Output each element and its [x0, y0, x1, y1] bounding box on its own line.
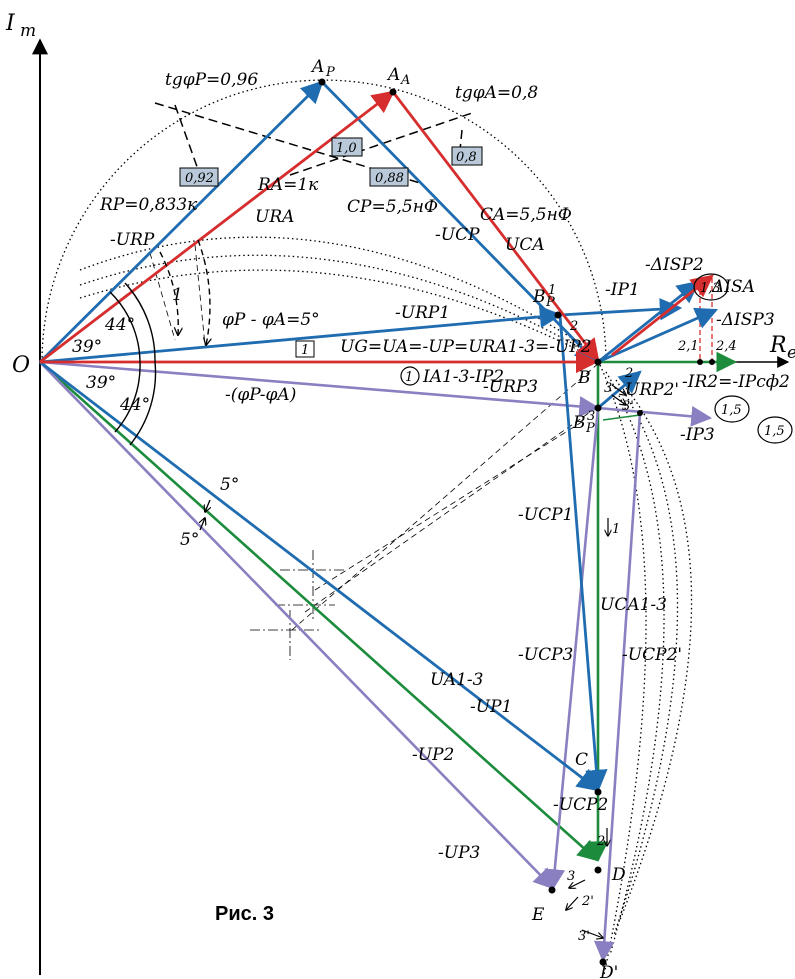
tick-3a: 3	[604, 381, 612, 396]
point-b1p-sup: 1	[548, 283, 556, 298]
ug-eq: UG=UA=-UP=URA1-3=-UP2	[340, 337, 592, 357]
one-box-frame	[295, 340, 315, 358]
vec-uca13: UCA1-3	[600, 595, 667, 615]
vec-ucp1: -UCP1	[518, 505, 573, 525]
tick-2a: 2	[569, 319, 578, 334]
vec-uca: UCA	[505, 235, 545, 255]
angle-5-a: 5°	[220, 475, 239, 495]
tick-2b: 2	[624, 366, 633, 381]
tick-1: 1	[612, 522, 620, 537]
red-vectors	[39, 90, 714, 374]
cur-disp2: -ΔISP2	[645, 255, 704, 275]
tick-3prime-2: 3'	[578, 929, 590, 944]
vec-ucp2: -UCP2	[553, 795, 608, 815]
box-088: 0,88	[375, 171, 404, 186]
angle-44-top: 44°	[104, 315, 135, 335]
dotted-arcs	[41, 79, 693, 976]
angle-39-top: 39°	[72, 337, 102, 357]
rp-label: RP=0,833к	[99, 195, 198, 215]
cur-ip3: -IP3	[680, 425, 715, 445]
vec-ucp: -UCP	[435, 225, 480, 245]
one-italic: 1	[172, 285, 183, 305]
cur-ir: -IR2=-IPсф2	[682, 372, 790, 392]
neg-phi-diff: -(φP-φA)	[225, 385, 296, 405]
tg-a: tgφA=0,8	[455, 83, 538, 103]
tick-21: 2,1	[677, 339, 699, 354]
i-eq: IA1-3-IP2	[422, 367, 504, 387]
center-marks	[250, 550, 345, 660]
point-b3p: B	[572, 413, 586, 433]
i-eq-circle: 1	[405, 370, 413, 385]
angle-arcs	[109, 239, 210, 446]
one-box-label: 1	[301, 343, 309, 358]
point-b: B	[577, 368, 591, 388]
vec-up3: -UP3	[438, 843, 480, 863]
vec-ucp3: -UCP3	[518, 645, 573, 665]
cur-disp3: -ΔISP3	[716, 310, 775, 330]
cur-ip3-circle: 1,5	[764, 424, 785, 439]
angle-5-b: 5°	[180, 530, 199, 550]
tick-3c: 3	[567, 869, 575, 884]
y-axis-label: I	[5, 11, 16, 36]
point-ap: A	[310, 57, 324, 77]
tg-p: tgφP=0,96	[165, 70, 258, 90]
angle-39-bottom: 39°	[86, 373, 116, 393]
origin-label: O	[12, 353, 30, 378]
tick-24: 2,4	[715, 339, 737, 354]
tick-2c: 2	[596, 834, 605, 849]
cur-ip1-circle: 1,3	[700, 281, 721, 296]
point-d: D	[611, 865, 626, 885]
vec-urp3: -URP3	[483, 377, 538, 397]
ca-label: CA=5,5нФ	[480, 205, 572, 225]
value-boxes	[179, 137, 483, 187]
tick-2prime: 2'	[581, 894, 594, 909]
point-ap-sub: P	[325, 65, 335, 80]
x-axis-label: R	[769, 333, 787, 358]
small-arrows	[566, 384, 626, 938]
phi-diff: φP - φA=5°	[222, 310, 320, 330]
point-b1p-sub: P	[545, 295, 555, 310]
point-b3p-sup: 3	[587, 409, 595, 424]
cp-label: CP=5,5нФ	[347, 197, 438, 217]
points	[318, 78, 715, 966]
cur-ip1: -IP1	[605, 280, 640, 300]
vec-up1: -UP1	[470, 697, 512, 717]
green-short	[602, 414, 641, 421]
x-axis-sub: e	[787, 343, 795, 363]
ra-label: RA=1к	[257, 175, 319, 195]
vec-urp1: -URP1	[395, 303, 450, 323]
box-08: 0,8	[456, 150, 477, 165]
point-c: C	[575, 750, 588, 770]
box-092: 0,92	[185, 171, 214, 186]
point-dprime: D'	[599, 963, 618, 979]
vec-urp2prime: URP2'	[625, 380, 679, 400]
vec-urp: -URP	[110, 230, 155, 250]
point-b1p: B	[532, 287, 546, 307]
point-aa-sub: A	[400, 73, 410, 88]
tick-3prime: 3'	[622, 399, 634, 414]
figure-caption: Рис. 3	[215, 903, 274, 925]
thin-dashed-lines	[149, 244, 601, 631]
vec-up2: -UP2	[412, 745, 454, 765]
purple-vectors	[39, 360, 713, 963]
cur-disa: ΔISA	[711, 277, 755, 297]
vec-ua13: UA1-3	[430, 670, 483, 690]
circle-frames	[400, 273, 793, 444]
five-degree-ticks	[200, 499, 210, 531]
point-b3p-sub: P	[585, 421, 595, 436]
point-aa: A	[386, 65, 400, 85]
y-axis-sub: m	[20, 21, 36, 41]
angle-44-bottom: 44°	[119, 395, 150, 415]
box-10: 1,0	[336, 141, 357, 156]
vec-ucp2prime: -UCP2'	[622, 645, 682, 665]
blue-vectors	[39, 80, 719, 793]
vec-ura: URA	[255, 207, 294, 227]
cur-ir-circle: 1,5	[721, 403, 742, 418]
point-e: E	[531, 905, 545, 925]
